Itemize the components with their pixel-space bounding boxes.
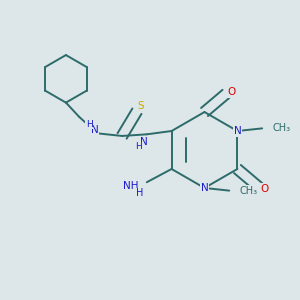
Text: N: N bbox=[91, 125, 98, 135]
Text: O: O bbox=[261, 184, 269, 194]
Text: CH₃: CH₃ bbox=[240, 186, 258, 196]
Text: CH₃: CH₃ bbox=[273, 123, 291, 134]
Text: S: S bbox=[137, 101, 143, 111]
Text: H: H bbox=[86, 120, 92, 129]
Text: N: N bbox=[140, 136, 148, 147]
Text: N: N bbox=[201, 183, 208, 193]
Text: O: O bbox=[228, 87, 236, 97]
Text: H: H bbox=[135, 142, 142, 152]
Text: N: N bbox=[233, 126, 241, 136]
Text: H: H bbox=[136, 188, 143, 198]
Text: NH: NH bbox=[123, 181, 139, 191]
